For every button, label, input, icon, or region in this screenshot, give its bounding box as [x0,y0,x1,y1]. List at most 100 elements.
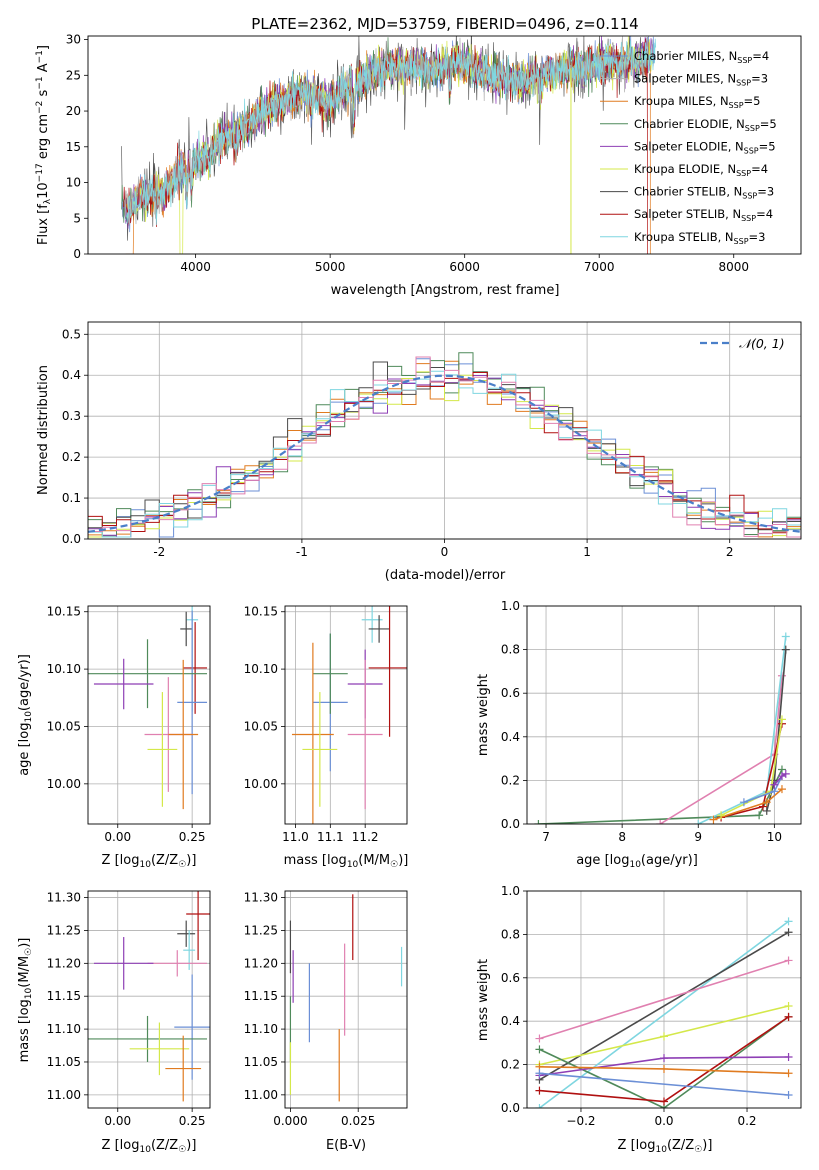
y-tick-label: 0.8 [501,643,520,657]
spectrum-lines [121,36,657,254]
residuals-ylabel: Normed distribution [36,365,51,495]
y-tick-label: 10.15 [47,605,81,619]
axes-frame [526,890,802,1109]
legend-label-kroupa_elodie: Kroupa ELODIE, NSSP=4 [634,162,768,178]
spectrum-ylabel: Flux [fλ10−17 erg cm−2 s−1 A−1] [35,45,53,245]
ticks: 4000 5000 6000 7000 8000 0 5 10 15 20 25 30 [66,33,749,274]
y-tick-label: 15 [66,140,81,154]
y-tick-label: 11.00 [47,1088,81,1102]
y-tick-label: 11.00 [244,1088,278,1102]
spectrum-title: PLATE=2362, MJD=53759, FIBERID=0496, z=0… [251,15,638,33]
errorbar-chabrier_miles [177,610,208,795]
x-tick-label: 11.1 [317,830,344,844]
errorbar-kroupa_miles [165,1035,202,1102]
weight-marker-chabrier_miles [535,1069,544,1078]
y-tick-label: 0 [73,247,81,261]
errorbar-chabrier_elodie [88,639,208,709]
grid [88,322,801,540]
x-tick-label: 10 [767,830,782,844]
weight-marker-pink [656,820,665,824]
axes-frame [87,890,211,1109]
grid [285,891,407,1108]
x-tick-label: 9 [694,830,702,844]
x-tick-label: 0.025 [341,1114,375,1128]
y-tick-label: 11.25 [244,923,278,937]
axes-frame [87,605,211,825]
y-tick-label: 11.20 [244,956,278,970]
weight-marker-kroupa_miles [784,1069,793,1078]
x-tick-label: 0.0 [654,1114,673,1128]
legend-label-kroupa_miles: Kroupa MILES, NSSP=5 [634,94,760,110]
legend-label-chabrier_elodie: Chabrier ELODIE, NSSP=5 [634,117,777,133]
massE-xlabel: E(B-V) [326,1138,366,1153]
weight-marker-chabrier_stelib [781,645,790,654]
errorbar-pink [347,659,383,810]
weight-marker-kroupa_miles [709,815,718,824]
legend-label-salpeter_miles: Salpeter MILES, NSSP=3 [634,72,768,88]
residuals-xlabel: (data-model)/error [385,568,506,583]
y-tick-label: 11.10 [244,1022,278,1036]
weight-lines [534,632,790,824]
y-tick-label: 1.0 [501,884,520,898]
ticks: 7 8 9 10 0.0 0.2 0.4 0.6 0.8 1.0 [501,599,782,844]
axes-frame [87,35,802,255]
mass-vs-ebv-panel: E(B-V) 0.000 0.025 11.00 11.05 11.10 11.15 11.… [244,890,408,1153]
x-tick-label: 7000 [584,260,615,274]
weight-marker-pink [535,1034,544,1043]
y-tick-label: 25 [66,68,81,82]
residual-legend: 𝒩(0, 1) [700,336,785,351]
weight-marker-salpeter_elodie [770,780,779,789]
mass-vs-Z-panel: Z [log10(Z/Z☉)] mass [log10(M/M☉)] 0.00 0… [17,890,211,1155]
weight-vs-Z-panel: Z [log10(Z/Z☉)] mass weight −0.2 0.0 0.2 0.… [476,884,802,1155]
weight-line-kroupa_stelib [697,636,787,824]
y-tick-label: 0.0 [501,1101,520,1115]
y-tick-label: 11.10 [47,1022,81,1036]
x-tick-label: 0.00 [104,1114,131,1128]
x-tick-label: 8 [618,830,626,844]
y-tick-label: 0.6 [501,971,520,985]
y-tick-label: 0.4 [62,368,81,382]
y-tick-label: 0.2 [62,450,81,464]
x-tick-label: 8000 [718,260,749,274]
x-tick-label: -2 [153,545,165,559]
weight-marker-salpeter_stelib [535,1086,544,1095]
wZ-ylabel: mass weight [476,959,491,1041]
residual-histograms [88,352,801,538]
x-tick-label: 0 [441,545,449,559]
y-tick-label: 0.1 [62,491,81,505]
weight-line-chabrier_miles [539,1072,789,1096]
errorbar-chabrier_stelib [368,615,390,643]
weight-marker-chabrier_elodie [535,1045,544,1054]
spectrum-xlabel: wavelength [Angstrom, rest frame] [331,283,560,298]
y-tick-label: 0.2 [501,1058,520,1072]
y-tick-label: 0.0 [501,817,520,831]
weight-marker-salpeter_elodie [781,769,790,778]
errorbar-kroupa_elodie [129,1022,190,1076]
x-tick-label: 0.25 [179,1114,206,1128]
spectrum-legend: Chabrier MILES, NSSP=4 Salpeter MILES, NS… [600,49,777,246]
errorbars [291,606,407,824]
y-tick-label: 10.00 [244,777,278,791]
errorbar-kroupa_elodie [302,692,338,807]
weight-marker-kroupa_stelib [781,632,790,641]
ticks: 0.00 0.25 11.00 11.05 11.10 11.15 11.20 11.25 11… [47,891,206,1128]
weight-marker-kroupa_miles [762,798,771,807]
y-tick-label: 11.30 [47,891,81,905]
errorbars [88,891,210,1102]
weight-marker-kroupa_miles [660,1064,668,1073]
x-tick-label: 0.25 [179,830,206,844]
axes-frame [526,605,802,825]
x-tick-label: 11.0 [282,830,309,844]
weight-marker-chabrier_miles [739,798,748,807]
massZ-xlabel: Z [log10(Z/Z☉)] [102,1138,197,1155]
massZ-ylabel: mass [log10(M/M☉)] [17,938,34,1063]
weight-marker-salpeter_stelib [660,1097,668,1106]
errorbar-chabrier_stelib [180,611,193,647]
y-tick-label: 0.0 [62,532,81,546]
ageM-xlabel: mass [log10(M/M☉)] [284,853,409,870]
errorbar-chabrier_elodie [88,1015,208,1062]
errorbar-salpeter_elodie [93,658,154,710]
y-tick-label: 0.6 [501,686,520,700]
axes-frame [284,605,408,825]
